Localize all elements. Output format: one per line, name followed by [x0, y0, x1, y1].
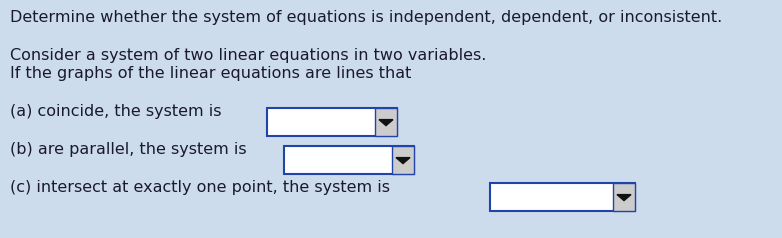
- Text: Consider a system of two linear equations in two variables.: Consider a system of two linear equation…: [10, 48, 486, 63]
- Polygon shape: [396, 158, 410, 164]
- Text: Determine whether the system of equations is independent, dependent, or inconsis: Determine whether the system of equation…: [10, 10, 723, 25]
- Bar: [490, 183, 635, 211]
- Text: (b) are parallel, the system is: (b) are parallel, the system is: [10, 142, 246, 157]
- Polygon shape: [617, 195, 631, 201]
- Bar: [392, 146, 414, 174]
- Bar: [267, 108, 397, 136]
- Bar: [613, 183, 635, 211]
- Polygon shape: [379, 120, 393, 126]
- Bar: [375, 108, 397, 136]
- Text: (a) coincide, the system is: (a) coincide, the system is: [10, 104, 221, 119]
- Text: (c) intersect at exactly one point, the system is: (c) intersect at exactly one point, the …: [10, 180, 390, 195]
- Bar: [284, 146, 414, 174]
- Text: If the graphs of the linear equations are lines that: If the graphs of the linear equations ar…: [10, 66, 411, 81]
